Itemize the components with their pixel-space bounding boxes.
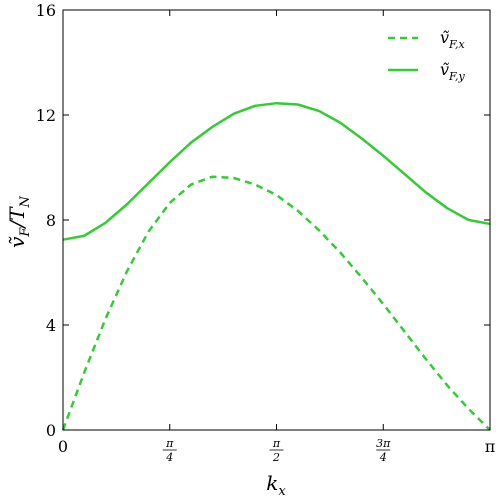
series-line-2 [62,101,491,241]
legend-label-2: ṽF,y [440,60,465,83]
legend: ṽF,x ṽF,y [388,28,465,83]
x-tick-label-numerator: 3π [376,437,391,450]
y-axis-label: ṽF/TN [5,195,33,247]
x-tick-label-denominator: 4 [165,451,173,464]
y-tick-label: 0 [46,421,56,440]
x-tick-label-numerator: π [165,437,174,450]
x-tick-label: π4 [162,437,177,464]
y-tick-label: 16 [36,1,56,20]
x-tick-label-numerator: π [272,437,281,450]
y-tick-label: 12 [36,106,56,125]
x-tick-label: 3π4 [376,437,391,464]
plot-frame [62,9,491,431]
x-tick-label: π2 [269,437,284,464]
x-tick-label-denominator: 2 [272,451,280,464]
x-tick-label: 0 [58,437,68,456]
x-tick-label-denominator: 4 [379,451,387,464]
y-tick-label: 4 [46,316,56,335]
series-line-1 [61,175,491,431]
legend-label-1: ṽF,x [440,28,465,51]
y-tick-label: 8 [46,211,56,230]
svg-text:ṽF/TN: ṽF/TN [5,195,33,247]
plot-area [61,101,491,431]
x-axis-label: kx [266,471,286,499]
x-tick-label: π [485,437,496,456]
